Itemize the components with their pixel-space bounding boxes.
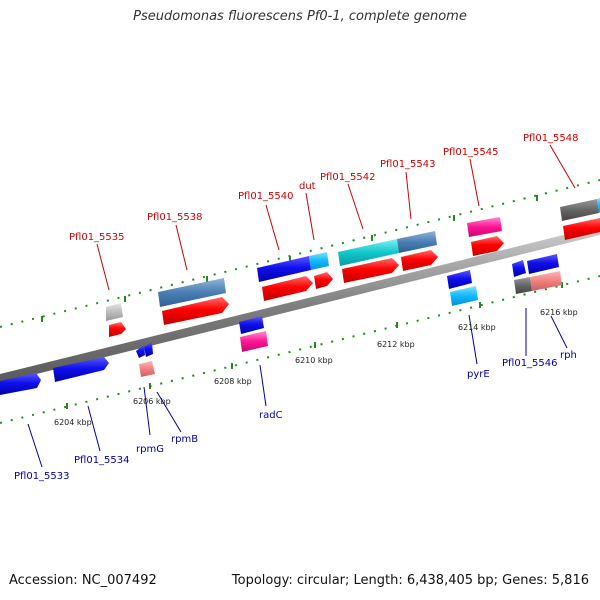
- scale-label: 6212 kbp: [377, 340, 415, 349]
- gene-label[interactable]: Pfl01_5546: [502, 358, 558, 369]
- gene-rph-upper: [527, 254, 559, 274]
- gene-label[interactable]: Pfl01_5548: [523, 133, 579, 144]
- gene-dut-lower: [314, 272, 333, 289]
- genes-upper: [106, 198, 600, 337]
- scale-label: 6214 kbp: [458, 323, 496, 332]
- gene-label[interactable]: radC: [259, 410, 283, 421]
- gene-rpmB-pair: [139, 361, 155, 377]
- genes-lower: [0, 254, 562, 395]
- leader-lines-bottom: [27, 308, 568, 468]
- gene-labels-bottom: Pfl01_5533 Pfl01_5534 rpmG rpmB radC pyr…: [14, 350, 577, 482]
- gene-label[interactable]: Pfl01_5540: [238, 191, 294, 202]
- gene-pfl01-5546-lower: [514, 277, 532, 294]
- gene-label[interactable]: Pfl01_5542: [320, 172, 376, 183]
- gene-pfl01-5543-lower: [401, 250, 438, 271]
- scale-label: 6208 kbp: [214, 377, 252, 386]
- gene-rpmG: [136, 345, 145, 358]
- gene-pfl01-5534: [53, 357, 109, 382]
- gene-pfl01-5540-lower: [262, 276, 313, 301]
- gene-rph-lower: [530, 271, 562, 291]
- gene-pfl01-5542-lower: [342, 258, 399, 283]
- gene-edge-upper: [597, 198, 600, 213]
- scale-labels: 6204 kbp 6206 kbp 6208 kbp 6210 kbp 6212…: [54, 308, 578, 427]
- major-ticks: [41, 195, 563, 409]
- gene-pfl01-5548-upper: [560, 199, 599, 221]
- gene-pyrE-upper: [447, 270, 472, 289]
- gene-label[interactable]: rph: [560, 350, 577, 361]
- scale-label: 6210 kbp: [295, 356, 333, 365]
- leader-lines-top: [96, 144, 576, 291]
- map-title: Pseudomonas fluorescens Pf0-1, complete …: [133, 9, 467, 24]
- gene-label[interactable]: rpmB: [171, 434, 198, 445]
- gene-label[interactable]: Pfl01_5533: [14, 471, 70, 482]
- gene-pfl01-5548-lower: [563, 218, 600, 240]
- gene-labels-top: Pfl01_5535 Pfl01_5538 Pfl01_5540 dut Pfl…: [69, 133, 579, 243]
- gene-label[interactable]: Pfl01_5543: [380, 159, 436, 170]
- scale-label: 6204 kbp: [54, 418, 92, 427]
- gene-label[interactable]: Pfl01_5535: [69, 232, 125, 243]
- gene-pfl01-5542-upper: [338, 239, 399, 266]
- gene-label[interactable]: dut: [299, 181, 316, 192]
- tick-track-upper: [0, 179, 600, 328]
- gene-pyrE-lower: [450, 286, 478, 306]
- gene-pfl01-5535-lower: [109, 322, 126, 337]
- scale-label: 6206 kbp: [133, 397, 171, 406]
- gene-radC-lower: [240, 331, 268, 352]
- gene-pfl01-5533: [0, 373, 41, 395]
- gene-label[interactable]: Pfl01_5545: [443, 147, 499, 158]
- topology-label: Topology: circular; Length: 6,438,405 bp…: [231, 573, 589, 588]
- gene-pfl01-5543-upper: [397, 231, 437, 253]
- gene-pfl01-5545-lower: [471, 236, 504, 256]
- gene-label[interactable]: Pfl01_5534: [74, 455, 130, 466]
- gene-label[interactable]: pyrE: [467, 369, 490, 380]
- gene-radC-upper: [239, 316, 264, 334]
- tick-track-lower: [0, 275, 600, 424]
- gene-pfl01-5545-upper: [467, 217, 502, 237]
- gene-pfl01-5540-upper: [257, 256, 311, 282]
- gene-pfl01-5535-upper: [106, 303, 123, 321]
- scale-label: 6216 kbp: [540, 308, 578, 317]
- gene-pfl01-5546-upper: [512, 260, 526, 277]
- gene-label[interactable]: rpmG: [136, 444, 164, 455]
- gene-dut-upper: [309, 252, 329, 270]
- gene-pfl01-5538-upper: [158, 278, 226, 307]
- gene-rpmB: [144, 342, 153, 357]
- gene-pfl01-5538-lower: [162, 297, 229, 325]
- accession-label: Accession: NC_007492: [9, 573, 157, 588]
- gene-label[interactable]: Pfl01_5538: [147, 212, 203, 223]
